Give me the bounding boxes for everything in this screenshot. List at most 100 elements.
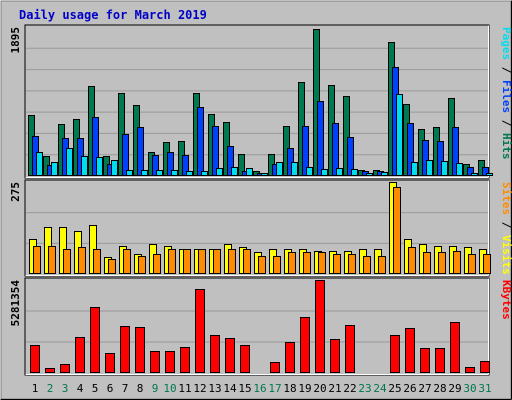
bar-files-day-21 bbox=[332, 123, 339, 176]
legend-files: Files bbox=[500, 80, 512, 113]
bar-files-day-22 bbox=[347, 137, 354, 176]
bar-pages-day-18 bbox=[291, 162, 298, 176]
bar-kbytes-day-28 bbox=[435, 348, 445, 373]
bar-kbytes-day-25 bbox=[390, 335, 400, 373]
bar-pages-day-25 bbox=[396, 94, 403, 176]
bar-sites-day-1 bbox=[33, 246, 41, 274]
bar-sites-day-2 bbox=[48, 246, 56, 274]
bar-sites-day-4 bbox=[78, 247, 86, 274]
bar-pages-day-30 bbox=[471, 173, 478, 176]
bar-kbytes-day-5 bbox=[90, 307, 100, 373]
bar-pages-day-27 bbox=[426, 160, 433, 176]
day-label-2: 2 bbox=[47, 382, 54, 395]
bar-kbytes-day-17 bbox=[270, 362, 280, 373]
bar-kbytes-day-3 bbox=[60, 364, 70, 373]
legend-separator: / bbox=[500, 215, 512, 235]
day-label-3: 3 bbox=[62, 382, 69, 395]
day-label-20: 20 bbox=[313, 382, 326, 395]
bar-pages-day-7 bbox=[126, 170, 133, 176]
max-label-visits-sites: 275 bbox=[9, 182, 22, 202]
bar-sites-day-11 bbox=[183, 249, 191, 274]
day-label-8: 8 bbox=[137, 382, 144, 395]
bar-kbytes-day-2 bbox=[45, 368, 55, 373]
legend-separator: / bbox=[500, 113, 512, 133]
bar-pages-day-28 bbox=[441, 161, 448, 176]
bar-pages-day-26 bbox=[411, 162, 418, 176]
bar-kbytes-day-27 bbox=[420, 348, 430, 373]
bar-sites-day-19 bbox=[303, 252, 311, 274]
day-label-15: 15 bbox=[238, 382, 251, 395]
bar-sites-day-28 bbox=[438, 252, 446, 274]
bar-files-day-11 bbox=[182, 155, 189, 176]
bar-kbytes-day-21 bbox=[330, 339, 340, 373]
bar-files-day-12 bbox=[197, 107, 204, 176]
bar-pages-day-6 bbox=[111, 160, 118, 176]
bar-sites-day-24 bbox=[378, 256, 386, 274]
bar-files-day-29 bbox=[452, 127, 459, 176]
bar-kbytes-day-6 bbox=[105, 353, 115, 373]
bar-sites-day-8 bbox=[138, 256, 146, 274]
bar-pages-day-21 bbox=[336, 168, 343, 176]
bar-pages-day-19 bbox=[306, 167, 313, 176]
day-label-29: 29 bbox=[448, 382, 461, 395]
legend-visits: Visits bbox=[500, 235, 512, 275]
bar-sites-day-29 bbox=[453, 251, 461, 274]
bar-sites-day-27 bbox=[423, 252, 431, 274]
bar-files-day-10 bbox=[167, 152, 174, 176]
bar-files-day-30 bbox=[467, 167, 474, 176]
day-label-1: 1 bbox=[32, 382, 39, 395]
bar-pages-day-15 bbox=[246, 168, 253, 176]
bar-files-day-5 bbox=[92, 117, 99, 176]
bar-kbytes-day-8 bbox=[135, 327, 145, 373]
bar-files-day-28 bbox=[437, 141, 444, 176]
bar-files-day-14 bbox=[227, 146, 234, 176]
day-label-5: 5 bbox=[92, 382, 99, 395]
day-label-10: 10 bbox=[163, 382, 176, 395]
day-label-31: 31 bbox=[478, 382, 491, 395]
bar-sites-day-7 bbox=[123, 249, 131, 274]
bar-sites-day-25 bbox=[393, 187, 401, 274]
legend-hits: Hits bbox=[500, 133, 512, 160]
bar-kbytes-day-18 bbox=[285, 342, 295, 373]
bar-kbytes-day-22 bbox=[345, 325, 355, 373]
chart-title: Daily usage for March 2019 bbox=[19, 8, 207, 22]
bar-kbytes-day-15 bbox=[240, 345, 250, 373]
day-label-19: 19 bbox=[298, 382, 311, 395]
bar-pages-day-4 bbox=[81, 156, 88, 176]
bar-kbytes-day-19 bbox=[300, 317, 310, 373]
bar-kbytes-day-7 bbox=[120, 326, 130, 373]
bar-files-day-8 bbox=[137, 127, 144, 176]
day-label-23: 23 bbox=[358, 382, 371, 395]
bar-pages-day-12 bbox=[201, 171, 208, 176]
bar-pages-day-14 bbox=[231, 167, 238, 176]
day-label-9: 9 bbox=[152, 382, 159, 395]
bar-pages-day-31 bbox=[486, 173, 493, 176]
bar-kbytes-day-31 bbox=[480, 361, 490, 373]
bar-pages-day-24 bbox=[381, 172, 388, 176]
bar-files-day-9 bbox=[152, 155, 159, 176]
bar-pages-day-5 bbox=[96, 157, 103, 176]
side-legend-bottom: KBytes bbox=[500, 280, 512, 320]
day-label-25: 25 bbox=[388, 382, 401, 395]
legend-pages: Pages bbox=[500, 27, 512, 60]
bar-pages-day-16 bbox=[261, 173, 268, 176]
max-label-hits-files-pages: 1895 bbox=[9, 27, 22, 54]
bar-sites-day-23 bbox=[363, 256, 371, 274]
day-label-28: 28 bbox=[433, 382, 446, 395]
bar-pages-day-23 bbox=[366, 173, 373, 176]
bar-sites-day-17 bbox=[273, 256, 281, 274]
bar-sites-day-10 bbox=[168, 249, 176, 274]
day-label-27: 27 bbox=[418, 382, 431, 395]
bar-pages-day-9 bbox=[156, 170, 163, 176]
legend-sites: Sites bbox=[500, 182, 512, 215]
side-legend-top: Pages / Files / Hits bbox=[500, 27, 512, 160]
bar-pages-day-2 bbox=[51, 162, 58, 176]
bar-kbytes-day-29 bbox=[450, 322, 460, 373]
bar-files-day-27 bbox=[422, 140, 429, 176]
bar-sites-day-6 bbox=[108, 259, 116, 274]
bar-sites-day-22 bbox=[348, 254, 356, 274]
bar-files-day-26 bbox=[407, 123, 414, 176]
bar-sites-day-20 bbox=[318, 252, 326, 274]
bar-kbytes-day-4 bbox=[75, 337, 85, 373]
